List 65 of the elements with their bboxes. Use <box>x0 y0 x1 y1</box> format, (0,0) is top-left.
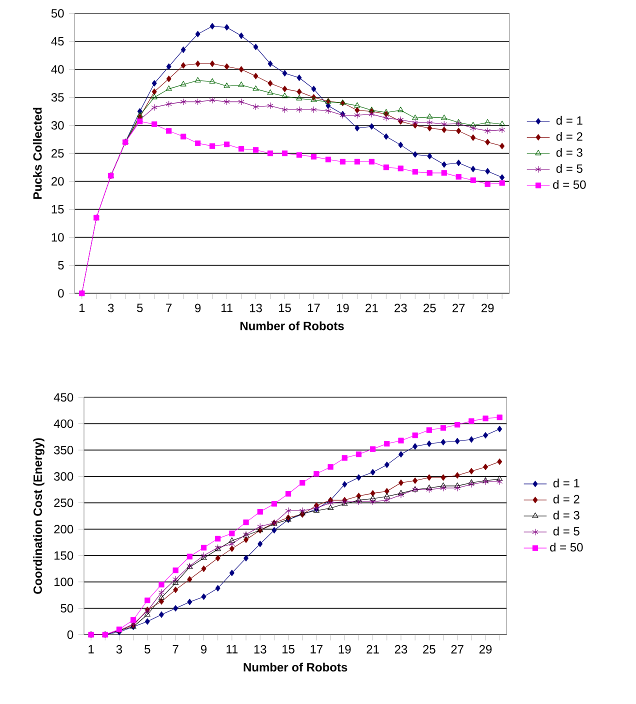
x-tick-label: 15 <box>282 645 294 654</box>
y-tick-label: 300 <box>54 472 74 481</box>
legend-label: d = 1 <box>553 478 580 488</box>
x-tick-label: 9 <box>195 304 201 312</box>
legend-label: d = 1 <box>556 116 582 125</box>
x-tick-label: 5 <box>144 645 150 654</box>
y-tick-label: 400 <box>54 419 74 428</box>
y-axis-title: Pucks Collected <box>32 108 42 199</box>
y-tick-label: 0 <box>67 630 74 639</box>
legend-label: d = 2 <box>553 494 580 504</box>
y-tick-label: 15 <box>52 205 64 214</box>
legend-label: d = 3 <box>553 510 580 520</box>
x-tick-label: 17 <box>308 304 320 312</box>
x-tick-label: 11 <box>226 645 238 654</box>
y-tick-label: 350 <box>54 446 74 454</box>
x-tick-label: 9 <box>200 645 207 654</box>
y-tick-label: 45 <box>51 37 64 46</box>
x-tick-label: 23 <box>394 304 407 312</box>
y-tick-label: 25 <box>52 149 64 158</box>
legend-label: d = 50 <box>550 542 583 552</box>
legend-label: d = 5 <box>553 526 580 536</box>
x-tick-label: 27 <box>451 645 464 654</box>
legend-label: d = 50 <box>553 180 586 189</box>
y-tick-label: 250 <box>54 498 74 508</box>
x-tick-label: 29 <box>479 645 492 654</box>
y-tick-label: 200 <box>54 524 74 534</box>
y-tick-label: 150 <box>54 551 74 560</box>
y-tick-label: 450 <box>54 393 74 402</box>
x-tick-label: 7 <box>166 304 172 312</box>
y-tick-label: 30 <box>51 121 64 130</box>
legend-label: d = 5 <box>556 164 582 173</box>
legend-label: d = 3 <box>556 148 582 157</box>
x-axis-title: Number of Robots <box>240 321 344 330</box>
x-tick-label: 7 <box>172 645 178 654</box>
x-tick-label: 19 <box>336 304 349 312</box>
x-tick-label: 23 <box>394 645 408 654</box>
x-tick-label: 21 <box>366 645 379 654</box>
x-tick-label: 13 <box>254 645 266 654</box>
x-tick-label: 1 <box>88 645 94 654</box>
y-tick-label: 50 <box>60 604 74 613</box>
y-axis-title: Coordination Cost (Energy) <box>33 438 44 594</box>
x-tick-label: 13 <box>250 304 262 312</box>
y-tick-label: 100 <box>54 578 74 586</box>
x-tick-label: 29 <box>482 304 494 312</box>
y-tick-label: 5 <box>58 261 64 270</box>
x-tick-label: 25 <box>423 645 436 654</box>
y-tick-label: 50 <box>51 9 64 18</box>
legend-label: d = 2 <box>556 132 582 141</box>
x-tick-label: 15 <box>278 304 291 312</box>
x-tick-label: 1 <box>79 304 85 312</box>
x-tick-label: 17 <box>310 645 323 654</box>
x-tick-label: 25 <box>424 304 436 312</box>
y-tick-label: 10 <box>52 233 64 242</box>
x-axis-title: Number of Robots <box>244 662 348 672</box>
y-tick-label: 20 <box>52 177 64 186</box>
x-tick-label: 21 <box>366 304 378 312</box>
y-tick-label: 0 <box>58 289 64 298</box>
y-tick-label: 35 <box>51 93 64 102</box>
x-tick-label: 3 <box>116 645 122 654</box>
x-tick-label: 19 <box>338 645 351 654</box>
x-tick-label: 5 <box>137 304 143 312</box>
x-tick-label: 3 <box>108 304 114 312</box>
x-tick-label: 27 <box>452 304 465 312</box>
x-tick-label: 11 <box>221 304 232 312</box>
y-tick-label: 40 <box>51 65 64 74</box>
